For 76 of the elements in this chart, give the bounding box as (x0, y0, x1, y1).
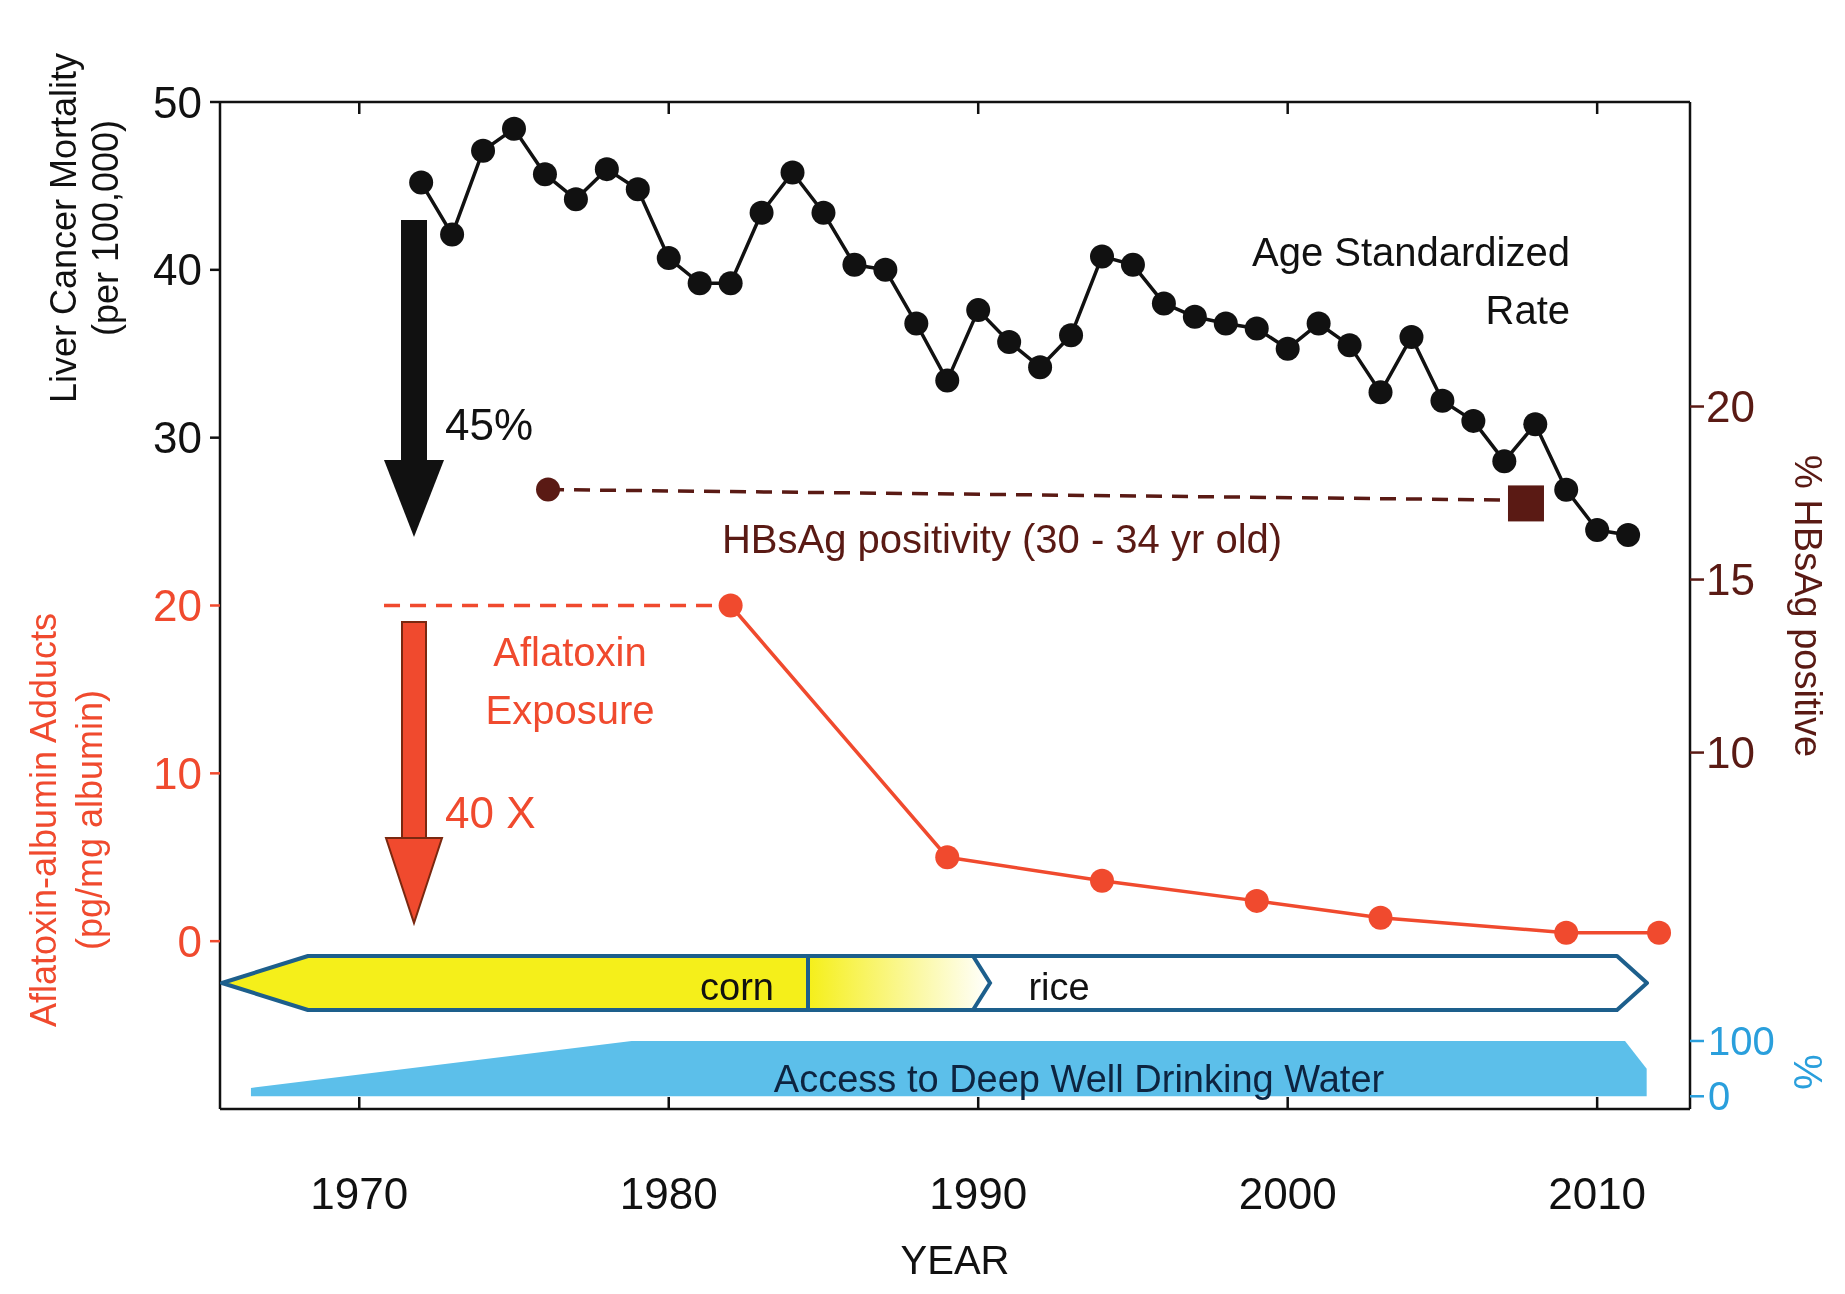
point (532, 162, 557, 187)
point (625, 177, 650, 202)
point (502, 116, 526, 141)
point (1430, 388, 1455, 413)
y3-tick-label: 0 (1708, 1074, 1731, 1119)
point (811, 200, 836, 225)
point (780, 160, 805, 185)
y2-tick-label: 20 (1706, 382, 1755, 432)
annotation: 40 X (445, 788, 536, 837)
point (1090, 244, 1114, 269)
point (1306, 311, 1331, 336)
point (935, 845, 960, 870)
y-tick-label: 40 (153, 245, 202, 295)
point (1059, 323, 1084, 348)
point (656, 246, 681, 271)
point (1028, 355, 1053, 380)
point (1337, 333, 1362, 358)
point (842, 252, 867, 277)
point (1585, 517, 1610, 542)
series-label: HBsAg positivity (30 - 34 yr old) (721, 517, 1283, 561)
annotation: rice (1028, 966, 1090, 1008)
y-tick-label: 50 (153, 77, 202, 127)
point (1244, 888, 1269, 913)
y3-axis-title: % (1786, 1054, 1830, 1090)
point (966, 298, 991, 323)
y-axis-title: Liver Cancer Mortality (per 100,000) (42, 52, 126, 404)
y-tick-label: 0 (177, 916, 202, 966)
point (749, 200, 774, 225)
x-tick-label: 1970 (310, 1169, 409, 1218)
point (1213, 311, 1238, 336)
point (718, 593, 743, 618)
x-tick-label: 2010 (1548, 1169, 1647, 1218)
y-tick-label: 10 (153, 748, 202, 798)
point (873, 257, 898, 282)
text: Aflatoxin-albumin Adducts (pg/mg albumin) (22, 612, 110, 1028)
point (904, 311, 929, 336)
point (409, 170, 434, 195)
point (1368, 380, 1393, 405)
y2-axis-title: % HBsAg positive (1787, 454, 1829, 758)
x-tick-label: 2000 (1238, 1169, 1337, 1218)
annotation: 45% (445, 400, 534, 449)
point (718, 271, 743, 296)
y-tick-label: 20 (153, 581, 202, 630)
point (935, 368, 960, 393)
point (1616, 523, 1641, 548)
point (1120, 252, 1145, 277)
series-label: Age Standardized Rate (1251, 230, 1570, 332)
point (1523, 412, 1548, 437)
point (594, 157, 619, 182)
point (1368, 905, 1393, 930)
point (1492, 449, 1517, 474)
x-tick-label: 1990 (929, 1169, 1028, 1218)
y3-tick-label: 100 (1708, 1018, 1775, 1063)
point (687, 271, 712, 296)
annotation: corn (700, 966, 774, 1008)
point (1554, 920, 1579, 945)
point (1647, 920, 1672, 945)
y-tick-label: 30 (153, 413, 202, 463)
point (1151, 291, 1176, 316)
point (1554, 477, 1579, 502)
point (1182, 304, 1207, 329)
point (563, 187, 588, 212)
point (997, 330, 1022, 354)
point (1399, 324, 1424, 349)
point (1275, 336, 1300, 361)
x-axis-title: YEAR (900, 1238, 1010, 1282)
point (1461, 408, 1486, 433)
point (471, 138, 496, 163)
y2-tick-label: 10 (1706, 728, 1755, 778)
series-label: Aflatoxin Exposure (485, 630, 655, 732)
point (440, 222, 465, 247)
point (1244, 316, 1269, 341)
x-tick-label: 1980 (619, 1169, 718, 1218)
series-label: Access to Deep Well Drinking Water (773, 1058, 1385, 1100)
y2-tick-label: 15 (1706, 555, 1755, 605)
point (1090, 868, 1114, 893)
